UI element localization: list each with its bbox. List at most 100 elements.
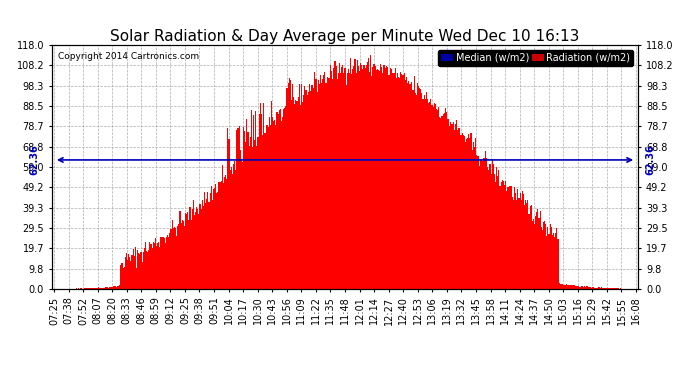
Bar <box>185 213 186 289</box>
Bar <box>196 207 197 289</box>
Bar <box>90 288 91 289</box>
Bar <box>187 212 188 289</box>
Bar <box>550 225 551 289</box>
Bar <box>176 236 177 289</box>
Bar <box>141 262 143 289</box>
Bar <box>331 71 332 289</box>
Bar <box>416 94 417 289</box>
Bar <box>295 100 297 289</box>
Bar <box>601 288 602 289</box>
Bar <box>111 287 112 289</box>
Bar <box>552 235 553 289</box>
Bar <box>585 286 586 289</box>
Bar <box>566 284 567 289</box>
Bar <box>527 200 529 289</box>
Bar <box>366 65 367 289</box>
Bar <box>614 288 615 289</box>
Bar <box>297 97 299 289</box>
Bar <box>604 288 605 289</box>
Bar <box>192 209 193 289</box>
Bar <box>435 104 436 289</box>
Bar <box>288 78 290 289</box>
Bar <box>323 75 324 289</box>
Bar <box>184 225 185 289</box>
Bar <box>270 125 271 289</box>
Bar <box>378 70 379 289</box>
Bar <box>407 83 408 289</box>
Bar <box>603 288 604 289</box>
Bar <box>562 284 563 289</box>
Bar <box>509 186 511 289</box>
Bar <box>576 286 578 289</box>
Bar <box>533 219 534 289</box>
Bar <box>255 111 257 289</box>
Bar <box>579 287 580 289</box>
Bar <box>149 242 150 289</box>
Bar <box>513 200 514 289</box>
Bar <box>547 226 549 289</box>
Bar <box>399 78 400 289</box>
Bar <box>150 244 152 289</box>
Bar <box>121 263 123 289</box>
Bar <box>569 285 570 289</box>
Bar <box>96 288 97 289</box>
Bar <box>545 224 546 289</box>
Bar <box>505 181 506 289</box>
Bar <box>514 187 515 289</box>
Bar <box>367 62 368 289</box>
Bar <box>502 180 503 289</box>
Bar <box>496 167 497 289</box>
Bar <box>342 65 344 289</box>
Bar <box>234 161 235 289</box>
Bar <box>339 63 340 289</box>
Bar <box>156 246 157 289</box>
Bar <box>254 140 255 289</box>
Bar <box>471 150 473 289</box>
Bar <box>571 285 572 289</box>
Bar <box>300 105 301 289</box>
Bar <box>565 285 566 289</box>
Bar <box>315 80 317 289</box>
Bar <box>465 142 466 289</box>
Bar <box>124 267 125 289</box>
Bar <box>592 287 593 289</box>
Bar <box>164 237 165 289</box>
Bar <box>466 139 467 289</box>
Bar <box>511 186 512 289</box>
Bar <box>175 228 176 289</box>
Bar <box>570 285 571 289</box>
Bar <box>599 287 600 289</box>
Bar <box>498 170 500 289</box>
Bar <box>473 142 474 289</box>
Bar <box>144 248 145 289</box>
Bar <box>292 84 293 289</box>
Bar <box>482 161 483 289</box>
Bar <box>415 93 416 289</box>
Bar <box>518 198 520 289</box>
Bar <box>368 58 369 289</box>
Bar <box>586 286 587 289</box>
Bar <box>268 117 270 289</box>
Bar <box>243 127 244 289</box>
Bar <box>451 124 453 289</box>
Bar <box>520 194 521 289</box>
Bar <box>437 110 438 289</box>
Bar <box>515 193 516 289</box>
Bar <box>456 120 457 289</box>
Bar <box>425 99 426 289</box>
Bar <box>500 182 502 289</box>
Bar <box>467 138 469 289</box>
Bar <box>193 200 194 289</box>
Bar <box>146 252 147 289</box>
Bar <box>259 103 261 289</box>
Bar <box>445 108 446 289</box>
Bar <box>593 288 594 289</box>
Bar <box>114 286 115 289</box>
Bar <box>584 286 585 289</box>
Bar <box>580 286 581 289</box>
Bar <box>406 77 407 289</box>
Bar <box>233 164 234 289</box>
Bar <box>341 67 342 289</box>
Bar <box>442 114 444 289</box>
Bar <box>262 135 263 289</box>
